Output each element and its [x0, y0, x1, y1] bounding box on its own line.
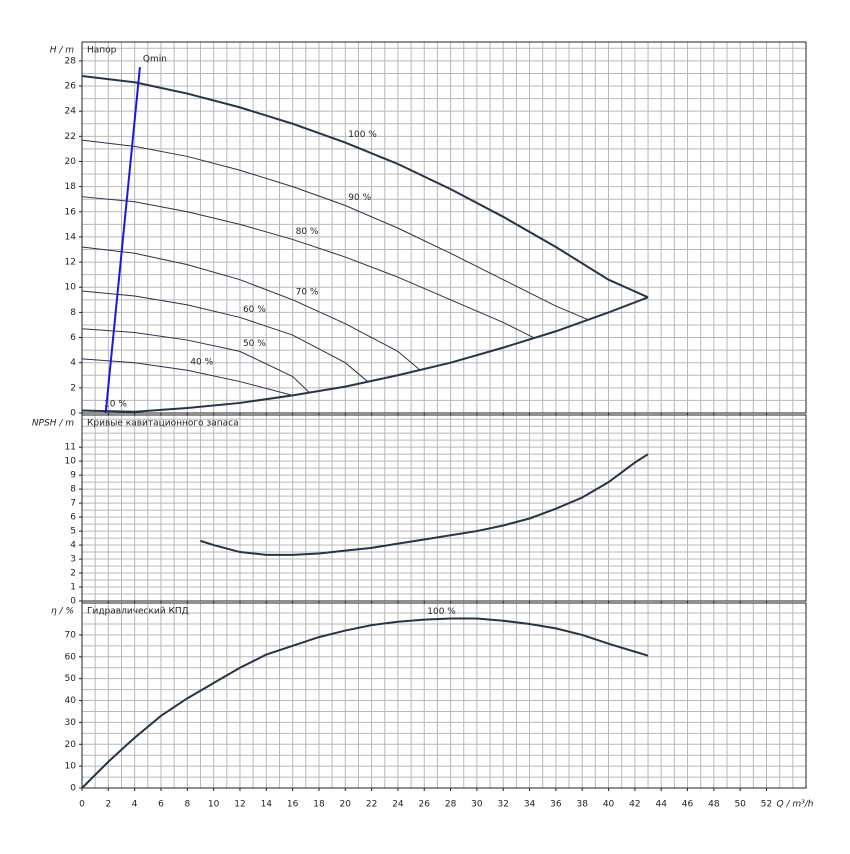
y-tick-label: 5: [70, 527, 76, 537]
series-label: 80 %: [296, 227, 319, 237]
x-axis-label: Q / m³/h: [777, 800, 814, 810]
x-tick-label: 4: [132, 800, 138, 810]
x-tick-label: 46: [682, 800, 694, 810]
curve: [81, 139, 589, 321]
y-axis-label: NPSH / m: [32, 419, 74, 429]
series-label: 50 %: [243, 339, 266, 349]
x-tick-label: 18: [313, 800, 325, 810]
x-tick-label: 20: [340, 800, 352, 810]
y-tick-label: 16: [65, 207, 77, 217]
y-tick-label: 6: [70, 333, 76, 343]
y-tick-label: 2: [70, 383, 76, 393]
y-tick-label: 9: [70, 471, 76, 481]
x-tick-label: 44: [655, 800, 667, 810]
y-axis-label: η / %: [51, 607, 74, 617]
plot-frame: [81, 602, 807, 789]
x-tick-label: 30: [471, 800, 483, 810]
y-tick-label: 24: [65, 107, 77, 117]
curve: [81, 74, 649, 299]
x-tick-label: 32: [498, 800, 509, 810]
y-tick-label: 12: [65, 258, 76, 268]
x-tick-label: 22: [366, 800, 377, 810]
x-tick-label: 50: [734, 800, 746, 810]
y-tick-label: 10: [65, 762, 77, 772]
y-tick-label: 8: [70, 308, 76, 318]
curve: [81, 328, 311, 394]
curve: [81, 296, 649, 413]
y-tick-label: 4: [70, 541, 76, 551]
y-tick-label: 50: [65, 674, 77, 684]
y-tick-label: 40: [65, 696, 77, 706]
y-tick-label: 26: [65, 82, 77, 92]
y-tick-label: 28: [65, 56, 77, 66]
series-label: 100 %: [348, 130, 377, 140]
x-tick-label: 52: [761, 800, 772, 810]
x-tick-label: 28: [445, 800, 457, 810]
curve: [81, 358, 293, 396]
x-tick-label: 12: [234, 800, 245, 810]
y-axis-label: H / m: [50, 46, 75, 56]
panel-title: Напор: [87, 46, 117, 56]
y-tick-label: 10: [65, 283, 77, 293]
panel-title: Гидравлический КПД: [87, 607, 189, 617]
curve: [81, 196, 534, 338]
y-tick-label: 3: [70, 555, 76, 565]
curve: [81, 290, 368, 382]
curve: [200, 453, 649, 556]
y-tick-label: 4: [70, 358, 76, 368]
x-tick-label: 36: [550, 800, 562, 810]
series-label: 40 %: [190, 358, 213, 368]
x-tick-label: 10: [208, 800, 220, 810]
series-label: 100 %: [427, 607, 456, 617]
x-tick-label: 48: [708, 800, 720, 810]
y-tick-label: 10: [65, 457, 77, 467]
y-tick-label: 18: [65, 182, 77, 192]
y-tick-label: 7: [70, 499, 76, 509]
curve: [81, 617, 649, 789]
y-tick-label: 2: [70, 569, 76, 579]
series-label: Qmin: [143, 55, 167, 65]
panel-title: Кривые кавитационного запаса: [87, 419, 239, 429]
y-tick-label: 14: [65, 232, 77, 242]
y-tick-label: 60: [65, 652, 77, 662]
y-tick-label: 30: [65, 718, 77, 728]
x-tick-label: 16: [287, 800, 299, 810]
x-tick-label: 40: [603, 800, 615, 810]
curve: [81, 246, 421, 371]
series-label: 70 %: [296, 287, 319, 297]
series-label: 60 %: [243, 305, 266, 315]
y-tick-label: 0: [70, 784, 76, 794]
plot-frame: [81, 41, 807, 414]
y-tick-label: 1: [70, 583, 76, 593]
y-tick-label: 20: [65, 740, 77, 750]
x-tick-label: 34: [524, 800, 536, 810]
curve: [104, 67, 141, 414]
x-tick-label: 38: [576, 800, 588, 810]
x-tick-label: 42: [629, 800, 640, 810]
annotation: 10 %: [104, 400, 127, 410]
x-tick-label: 8: [184, 800, 190, 810]
series-label: 90 %: [348, 193, 371, 203]
x-tick-label: 26: [419, 800, 431, 810]
x-tick-label: 0: [79, 800, 85, 810]
x-tick-label: 14: [261, 800, 273, 810]
y-tick-label: 6: [70, 513, 76, 523]
y-tick-label: 11: [65, 443, 76, 453]
y-tick-label: 0: [70, 597, 76, 607]
plot-frame: [81, 414, 807, 602]
y-tick-label: 22: [65, 132, 76, 142]
x-tick-label: 24: [392, 800, 404, 810]
y-tick-label: 8: [70, 485, 76, 495]
y-tick-label: 70: [65, 630, 77, 640]
y-tick-label: 0: [70, 409, 76, 419]
x-tick-label: 6: [158, 800, 164, 810]
x-tick-label: 2: [105, 800, 111, 810]
y-tick-label: 20: [65, 157, 77, 167]
